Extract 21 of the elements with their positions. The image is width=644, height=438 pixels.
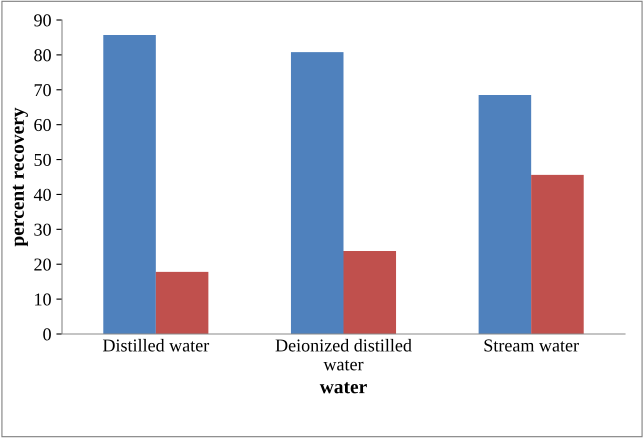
- y-tick-label: 80: [34, 49, 51, 62]
- y-tick-label: 70: [34, 84, 51, 96]
- bar: [156, 272, 208, 334]
- y-tick-label: 30: [34, 224, 51, 236]
- x-tick-label: Stream water: [484, 339, 579, 352]
- bar: [478, 95, 532, 334]
- bar: [344, 250, 396, 334]
- y-tick-label: 60: [34, 118, 51, 132]
- bar: [531, 174, 584, 334]
- y-tick-label: 40: [34, 188, 51, 201]
- x-axis-title: water: [320, 382, 367, 394]
- x-tick-label: Deionized distilled water: [276, 338, 412, 370]
- x-tick-label: Distilled water: [102, 338, 210, 352]
- bar: [103, 35, 156, 334]
- y-tick-label: 10: [35, 293, 51, 306]
- y-tick-label: 20: [34, 258, 51, 271]
- y-tick-label: 50: [34, 154, 51, 166]
- y-tick-label: 0: [43, 328, 51, 340]
- y-tick-label: 90: [34, 14, 51, 26]
- y-axis-title: percent recovery: [12, 108, 28, 246]
- bar: [290, 52, 344, 334]
